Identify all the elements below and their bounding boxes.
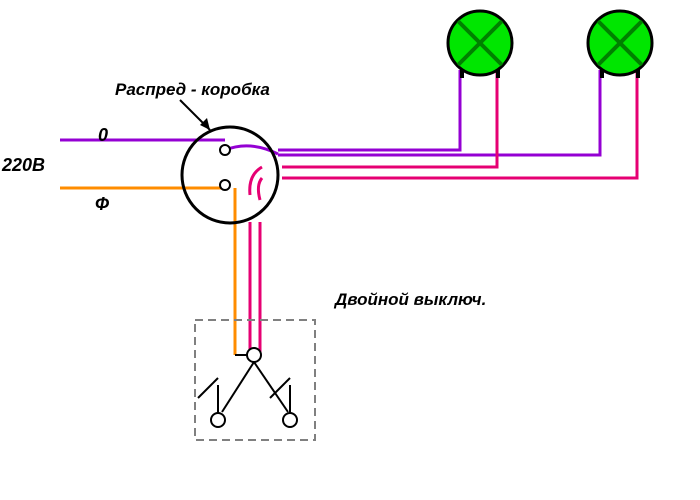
lamp-2	[588, 11, 652, 78]
phase-label: Ф	[95, 194, 109, 215]
double-switch	[195, 320, 315, 440]
wires-group	[60, 70, 637, 413]
label-arrowhead	[200, 118, 210, 130]
junction-box-label: Распред - коробка	[115, 80, 270, 100]
junction-box	[182, 127, 278, 223]
wiring-diagram	[0, 0, 700, 500]
lamp-1	[448, 11, 512, 78]
neutral-label: 0	[98, 125, 108, 146]
double-switch-label: Двойной выключ.	[335, 290, 486, 310]
voltage-label: 220В	[2, 155, 45, 176]
